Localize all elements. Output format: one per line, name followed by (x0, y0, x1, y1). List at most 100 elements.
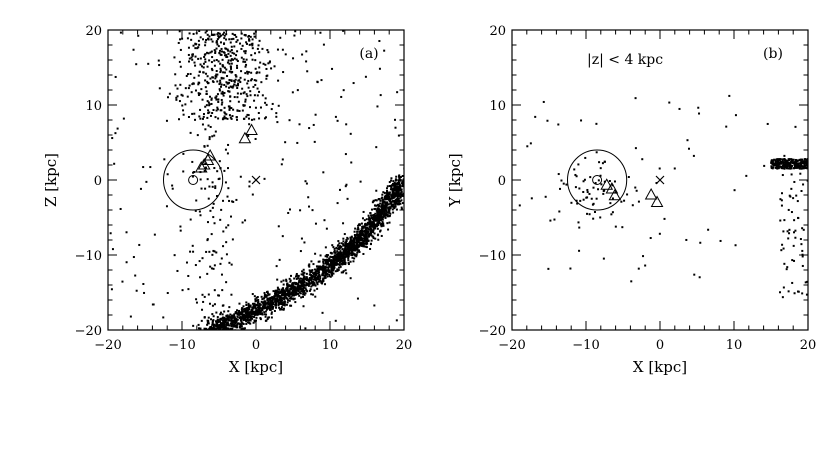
scatter-point (147, 62, 150, 65)
scatter-point (292, 294, 295, 297)
scatter-point (366, 222, 369, 225)
scatter-point (132, 48, 135, 51)
scatter-point (241, 109, 244, 112)
scatter-point (208, 250, 211, 253)
scatter-point (611, 184, 614, 187)
scatter-point (263, 291, 266, 294)
scatter-point (386, 215, 389, 218)
scatter-point (395, 190, 398, 193)
scatter-point (609, 202, 612, 205)
scatter-point (230, 58, 233, 61)
scatter-point (269, 300, 272, 303)
scatter-point (208, 59, 211, 62)
scatter-point (216, 318, 219, 321)
scatter-point (406, 188, 408, 190)
scatter-point (217, 35, 220, 38)
scatter-point (293, 297, 296, 300)
scatter-point (228, 114, 231, 117)
scatter-point (253, 311, 256, 314)
scatter-point (203, 145, 206, 148)
scatter-point (330, 265, 333, 268)
scatter-point (389, 202, 392, 205)
scatter-point (181, 289, 184, 292)
scatter-point (247, 114, 250, 117)
scatter-point (395, 319, 398, 322)
scatter-point (286, 282, 289, 285)
scatter-point (326, 275, 329, 278)
scatter-point (220, 103, 223, 106)
scatter-point (285, 303, 288, 306)
scatter-point (326, 266, 329, 269)
scatter-point (233, 313, 236, 316)
scatter-point (217, 335, 219, 337)
scatter-point (692, 154, 695, 157)
scatter-point (215, 98, 218, 101)
scatter-point (220, 34, 223, 37)
scatter-point (181, 94, 184, 97)
scatter-point (780, 199, 783, 202)
scatter-point (211, 69, 214, 72)
y-tick-label: 0 (498, 174, 506, 189)
scatter-point (191, 244, 194, 247)
scatter-point (230, 319, 233, 322)
scatter-point (366, 223, 369, 226)
scatter-point (354, 247, 357, 250)
scatter-point (776, 158, 779, 161)
scatter-point (216, 316, 219, 319)
scatter-point (254, 59, 257, 62)
scatter-point (249, 106, 252, 109)
scatter-point (316, 270, 319, 273)
scatter-point (325, 253, 328, 256)
scatter-point (224, 47, 227, 50)
scatter-point (267, 62, 270, 65)
y-tick-label: −20 (75, 324, 102, 339)
scatter-point (793, 167, 796, 170)
galactic-center-marker (655, 175, 665, 185)
scatter-point (111, 248, 114, 251)
scatter-point (272, 290, 275, 293)
scatter-point (342, 261, 345, 264)
scatter-point (309, 271, 312, 274)
scatter-point (221, 118, 224, 121)
scatter-point (253, 79, 256, 82)
scatter-point (241, 310, 244, 313)
scatter-point (232, 200, 235, 203)
scatter-point (300, 280, 303, 283)
scatter-point (385, 195, 388, 198)
scatter-point (375, 146, 378, 149)
scatter-point (191, 175, 194, 178)
scatter-point (340, 255, 343, 258)
scatter-point (322, 258, 325, 261)
scatter-point (380, 234, 383, 237)
scatter-point (294, 301, 297, 304)
scatter-point (346, 244, 349, 247)
scatter-point (257, 300, 260, 303)
x-tick-label: 0 (252, 338, 260, 353)
scatter-point (230, 117, 233, 120)
scatter-point (254, 106, 257, 109)
scatter-point (361, 227, 364, 230)
scatter-point (250, 311, 253, 314)
scatter-point (291, 294, 294, 297)
scatter-point (258, 90, 261, 93)
scatter-point (383, 207, 386, 210)
scatter-point (562, 182, 565, 185)
scatter-point (285, 280, 288, 283)
scatter-point (223, 71, 226, 74)
scatter-point (383, 212, 386, 215)
scatter-point (252, 85, 255, 88)
scatter-point (199, 36, 202, 39)
scatter-point (340, 262, 343, 265)
scatter-point (302, 305, 305, 308)
scatter-point (347, 261, 350, 264)
scatter-point (244, 219, 247, 222)
scatter-point (574, 186, 577, 189)
scatter-point (226, 75, 229, 78)
orbit-circle (567, 149, 628, 211)
scatter-point (209, 114, 212, 117)
scatter-point (314, 222, 317, 225)
scatter-point (186, 37, 189, 40)
scatter-point (780, 249, 783, 252)
scatter-point (254, 83, 257, 86)
